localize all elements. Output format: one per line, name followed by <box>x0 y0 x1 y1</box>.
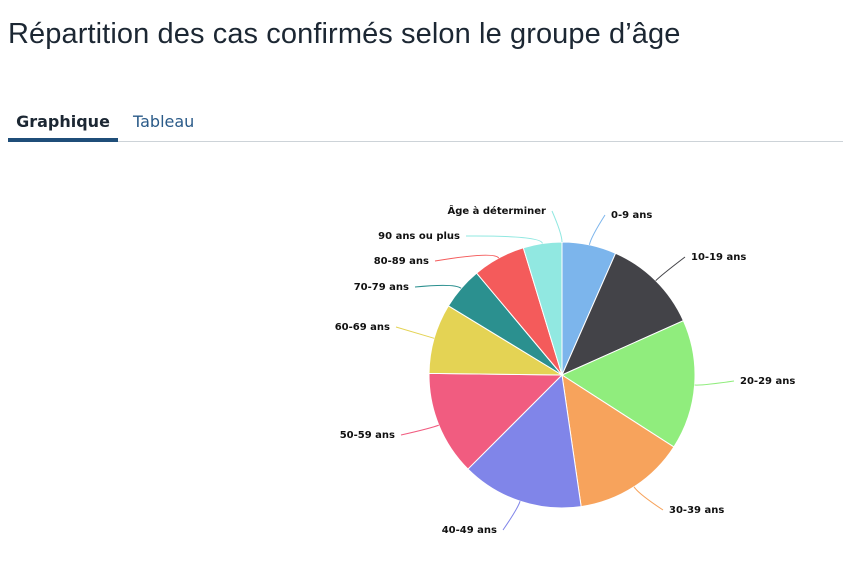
connector-20-29-ans <box>694 380 735 386</box>
pie-slices <box>428 241 696 509</box>
slice-label-20-29-ans: 20-29 ans <box>740 376 795 387</box>
connector-age-a-determiner <box>551 210 563 243</box>
pie-slice-90-ans-ou-plus[interactable] <box>522 241 563 376</box>
slice-label-80-89-ans: 80-89 ans <box>374 256 429 267</box>
connector-90-ans-ou-plus <box>465 235 543 244</box>
tab-tableau[interactable]: Tableau <box>133 112 195 131</box>
pie-chart: 0-9 ans 10-19 ans 20-29 ans 30-39 ans 40-49 … <box>335 204 796 536</box>
connector-70-79-ans <box>414 284 462 289</box>
slice-label-50-59-ans: 50-59 ans <box>340 430 395 441</box>
slice-label-60-69-ans: 60-69 ans <box>335 322 390 333</box>
tab-bar: Graphique Tableau <box>8 104 843 142</box>
tab-graphique[interactable]: Graphique <box>8 104 118 142</box>
connector-50-59-ans <box>400 424 439 436</box>
slice-label-0-9-ans: 0-9 ans <box>611 210 652 221</box>
slice-label-age-a-determiner: Âge à déterminer <box>447 204 546 217</box>
pie-labels: 0-9 ans 10-19 ans 20-29 ans 30-39 ans 40-49 … <box>335 204 796 536</box>
connector-80-89-ans <box>434 254 500 262</box>
page-title: Répartition des cas confirmés selon le g… <box>8 18 681 50</box>
pie-slice-10-19-ans[interactable] <box>561 252 685 376</box>
connector-60-69-ans <box>395 326 435 339</box>
slice-label-40-49-ans: 40-49 ans <box>442 525 497 536</box>
connector-40-49-ans <box>502 501 521 531</box>
connector-0-9-ans <box>588 214 606 245</box>
pie-slice-40-49-ans[interactable] <box>467 373 582 509</box>
slice-label-10-19-ans: 10-19 ans <box>691 252 746 263</box>
connector-10-19-ans <box>655 256 686 282</box>
connector-30-39-ans <box>633 486 664 511</box>
slice-label-70-79-ans: 70-79 ans <box>354 282 409 293</box>
slice-label-90-ans-ou-plus: 90 ans ou plus <box>378 231 460 242</box>
slice-label-30-39-ans: 30-39 ans <box>669 505 724 516</box>
